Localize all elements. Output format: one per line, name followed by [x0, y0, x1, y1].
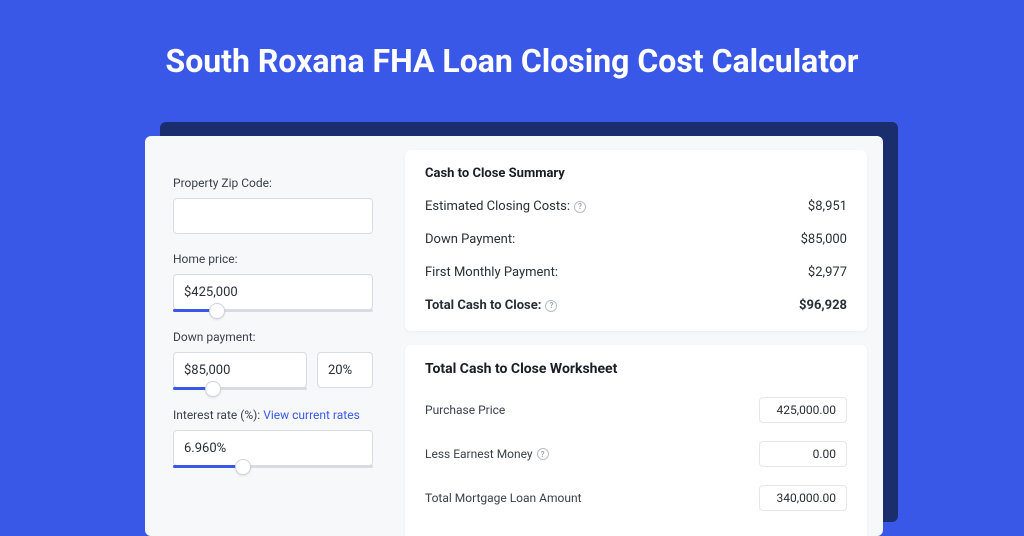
worksheet-value: 340,000.00 [759, 485, 847, 511]
worksheet-title: Total Cash to Close Worksheet [425, 361, 847, 377]
down-payment-percent-input[interactable] [317, 352, 373, 388]
inputs-panel: Property Zip Code: Home price: Down paym… [145, 136, 395, 536]
zip-field-group: Property Zip Code: [173, 176, 373, 234]
worksheet-row-mortgage-amount: Total Mortgage Loan Amount 340,000.00 [425, 485, 847, 511]
interest-rate-slider-wrap [173, 430, 373, 468]
zip-label: Property Zip Code: [173, 176, 373, 190]
interest-rate-field-group: Interest rate (%): View current rates [173, 408, 373, 468]
zip-input[interactable] [173, 198, 373, 234]
interest-rate-slider[interactable] [173, 465, 373, 468]
calculator-card: Property Zip Code: Home price: Down paym… [145, 136, 883, 536]
home-price-label: Home price: [173, 252, 373, 266]
help-icon[interactable]: ? [545, 300, 557, 312]
summary-card: Cash to Close Summary Estimated Closing … [405, 150, 867, 331]
view-rates-link[interactable]: View current rates [263, 408, 360, 422]
interest-rate-label-text: Interest rate (%): [173, 408, 263, 422]
summary-total-value: $96,928 [799, 298, 847, 313]
down-payment-slider[interactable] [173, 387, 307, 390]
summary-row-first-payment: First Monthly Payment: $2,977 [425, 265, 847, 280]
home-price-field-group: Home price: [173, 252, 373, 312]
worksheet-label: Purchase Price [425, 403, 505, 417]
worksheet-label: Less Earnest Money [425, 447, 533, 461]
home-price-slider[interactable] [173, 309, 373, 312]
worksheet-value: 425,000.00 [759, 397, 847, 423]
home-price-slider-wrap [173, 274, 373, 312]
results-panel: Cash to Close Summary Estimated Closing … [395, 136, 883, 536]
interest-rate-slider-fill [173, 465, 243, 468]
summary-title: Cash to Close Summary [425, 166, 847, 181]
help-icon[interactable]: ? [574, 201, 586, 213]
interest-rate-input[interactable] [173, 430, 373, 466]
down-payment-slider-thumb[interactable] [205, 381, 221, 397]
summary-total-label: Total Cash to Close: [425, 298, 541, 313]
down-payment-slider-wrap [173, 352, 373, 390]
summary-value: $85,000 [801, 232, 847, 247]
summary-label: Down Payment: [425, 232, 515, 247]
home-price-slider-thumb[interactable] [209, 303, 225, 319]
summary-row-total: Total Cash to Close: ? $96,928 [425, 298, 847, 313]
worksheet-card: Total Cash to Close Worksheet Purchase P… [405, 345, 867, 536]
down-payment-field-group: Down payment: [173, 330, 373, 390]
page-title: South Roxana FHA Loan Closing Cost Calcu… [0, 0, 1024, 104]
down-payment-input[interactable] [173, 352, 307, 388]
worksheet-row-earnest-money: Less Earnest Money ? 0.00 [425, 441, 847, 467]
down-payment-label: Down payment: [173, 330, 373, 344]
summary-row-down-payment: Down Payment: $85,000 [425, 232, 847, 247]
interest-rate-slider-thumb[interactable] [235, 459, 251, 475]
summary-value: $8,951 [808, 199, 847, 214]
help-icon[interactable]: ? [537, 448, 549, 460]
worksheet-value: 0.00 [759, 441, 847, 467]
summary-label: Estimated Closing Costs: [425, 199, 570, 214]
interest-rate-label: Interest rate (%): View current rates [173, 408, 373, 422]
summary-value: $2,977 [808, 265, 847, 280]
summary-row-closing-costs: Estimated Closing Costs: ? $8,951 [425, 199, 847, 214]
worksheet-label: Total Mortgage Loan Amount [425, 491, 582, 505]
home-price-input[interactable] [173, 274, 373, 310]
summary-label: First Monthly Payment: [425, 265, 558, 280]
worksheet-row-purchase-price: Purchase Price 425,000.00 [425, 397, 847, 423]
